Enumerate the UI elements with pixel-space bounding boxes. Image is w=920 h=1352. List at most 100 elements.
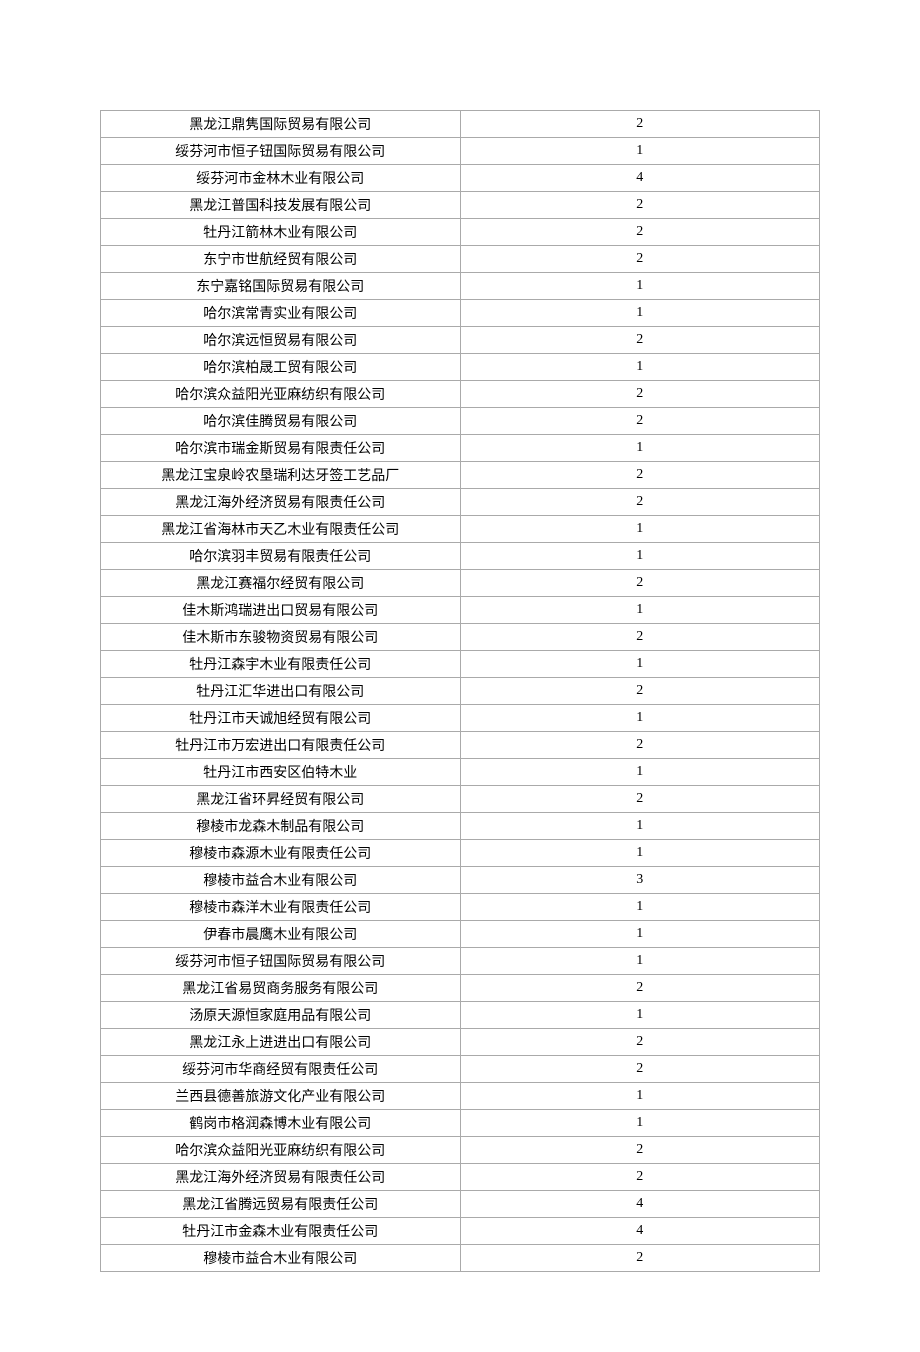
table-row: 穆棱市森源木业有限责任公司1 [101,840,820,867]
company-value-cell: 2 [460,732,820,759]
table-row: 哈尔滨市瑞金斯贸易有限责任公司1 [101,435,820,462]
company-value-cell: 2 [460,489,820,516]
table-row: 牡丹江森宇木业有限责任公司1 [101,651,820,678]
company-value-cell: 2 [460,1164,820,1191]
company-value-cell: 1 [460,921,820,948]
company-name-cell: 黑龙江普国科技发展有限公司 [101,192,461,219]
table-row: 黑龙江海外经济贸易有限责任公司2 [101,1164,820,1191]
company-value-cell: 1 [460,597,820,624]
company-name-cell: 牡丹江市天诚旭经贸有限公司 [101,705,461,732]
company-value-cell: 2 [460,678,820,705]
company-name-cell: 哈尔滨众益阳光亚麻纺织有限公司 [101,1137,461,1164]
company-name-cell: 牡丹江市西安区伯特木业 [101,759,461,786]
company-value-cell: 1 [460,705,820,732]
company-value-cell: 1 [460,948,820,975]
company-name-cell: 哈尔滨远恒贸易有限公司 [101,327,461,354]
table-row: 绥芬河市华商经贸有限责任公司2 [101,1056,820,1083]
company-name-cell: 东宁嘉铭国际贸易有限公司 [101,273,461,300]
company-value-cell: 1 [460,1110,820,1137]
table-row: 哈尔滨远恒贸易有限公司2 [101,327,820,354]
company-name-cell: 黑龙江赛福尔经贸有限公司 [101,570,461,597]
company-name-cell: 东宁市世航经贸有限公司 [101,246,461,273]
table-row: 黑龙江鼎隽国际贸易有限公司2 [101,111,820,138]
company-value-cell: 1 [460,273,820,300]
company-value-cell: 2 [460,1029,820,1056]
table-row: 绥芬河市恒子钮国际贸易有限公司1 [101,138,820,165]
company-table: 黑龙江鼎隽国际贸易有限公司2绥芬河市恒子钮国际贸易有限公司1绥芬河市金林木业有限… [100,110,820,1272]
company-value-cell: 1 [460,354,820,381]
company-table-container: 黑龙江鼎隽国际贸易有限公司2绥芬河市恒子钮国际贸易有限公司1绥芬河市金林木业有限… [100,110,820,1272]
company-name-cell: 黑龙江海外经济贸易有限责任公司 [101,489,461,516]
table-row: 穆棱市森洋木业有限责任公司1 [101,894,820,921]
company-name-cell: 穆棱市森洋木业有限责任公司 [101,894,461,921]
table-row: 兰西县德善旅游文化产业有限公司1 [101,1083,820,1110]
table-row: 哈尔滨常青实业有限公司1 [101,300,820,327]
company-value-cell: 1 [460,138,820,165]
table-row: 穆棱市益合木业有限公司3 [101,867,820,894]
table-row: 黑龙江省腾远贸易有限责任公司4 [101,1191,820,1218]
company-table-body: 黑龙江鼎隽国际贸易有限公司2绥芬河市恒子钮国际贸易有限公司1绥芬河市金林木业有限… [101,111,820,1272]
company-name-cell: 黑龙江海外经济贸易有限责任公司 [101,1164,461,1191]
company-name-cell: 绥芬河市金林木业有限公司 [101,165,461,192]
company-value-cell: 4 [460,1218,820,1245]
table-row: 哈尔滨众益阳光亚麻纺织有限公司2 [101,381,820,408]
company-value-cell: 1 [460,894,820,921]
company-value-cell: 2 [460,111,820,138]
company-name-cell: 哈尔滨羽丰贸易有限责任公司 [101,543,461,570]
company-value-cell: 1 [460,1083,820,1110]
company-name-cell: 绥芬河市华商经贸有限责任公司 [101,1056,461,1083]
table-row: 佳木斯鸿瑞进出口贸易有限公司1 [101,597,820,624]
company-name-cell: 黑龙江鼎隽国际贸易有限公司 [101,111,461,138]
company-name-cell: 牡丹江森宇木业有限责任公司 [101,651,461,678]
company-name-cell: 黑龙江省腾远贸易有限责任公司 [101,1191,461,1218]
table-row: 牡丹江箭林木业有限公司2 [101,219,820,246]
table-row: 黑龙江普国科技发展有限公司2 [101,192,820,219]
company-name-cell: 汤原天源恒家庭用品有限公司 [101,1002,461,1029]
company-value-cell: 2 [460,570,820,597]
table-row: 黑龙江省海林市天乙木业有限责任公司1 [101,516,820,543]
company-value-cell: 2 [460,975,820,1002]
company-value-cell: 2 [460,1056,820,1083]
company-name-cell: 黑龙江省海林市天乙木业有限责任公司 [101,516,461,543]
company-value-cell: 1 [460,813,820,840]
table-row: 穆棱市龙森木制品有限公司1 [101,813,820,840]
company-name-cell: 兰西县德善旅游文化产业有限公司 [101,1083,461,1110]
company-name-cell: 穆棱市龙森木制品有限公司 [101,813,461,840]
company-name-cell: 黑龙江宝泉岭农垦瑞利达牙签工艺品厂 [101,462,461,489]
table-row: 牡丹江市万宏进出口有限责任公司2 [101,732,820,759]
company-value-cell: 2 [460,462,820,489]
company-name-cell: 哈尔滨常青实业有限公司 [101,300,461,327]
company-name-cell: 牡丹江市万宏进出口有限责任公司 [101,732,461,759]
company-value-cell: 1 [460,759,820,786]
company-name-cell: 伊春市晨鹰木业有限公司 [101,921,461,948]
table-row: 绥芬河市恒子钮国际贸易有限公司1 [101,948,820,975]
table-row: 绥芬河市金林木业有限公司4 [101,165,820,192]
table-row: 黑龙江永上进进出口有限公司2 [101,1029,820,1056]
table-row: 伊春市晨鹰木业有限公司1 [101,921,820,948]
company-value-cell: 1 [460,651,820,678]
company-value-cell: 2 [460,381,820,408]
company-name-cell: 穆棱市森源木业有限责任公司 [101,840,461,867]
company-name-cell: 牡丹江箭林木业有限公司 [101,219,461,246]
table-row: 佳木斯市东骏物资贸易有限公司2 [101,624,820,651]
company-value-cell: 2 [460,1137,820,1164]
company-value-cell: 1 [460,840,820,867]
company-value-cell: 2 [460,246,820,273]
table-row: 哈尔滨柏晟工贸有限公司1 [101,354,820,381]
table-row: 哈尔滨众益阳光亚麻纺织有限公司2 [101,1137,820,1164]
table-row: 黑龙江赛福尔经贸有限公司2 [101,570,820,597]
table-row: 哈尔滨羽丰贸易有限责任公司1 [101,543,820,570]
table-row: 穆棱市益合木业有限公司2 [101,1245,820,1272]
table-row: 黑龙江海外经济贸易有限责任公司2 [101,489,820,516]
company-name-cell: 哈尔滨佳腾贸易有限公司 [101,408,461,435]
company-value-cell: 1 [460,516,820,543]
company-value-cell: 2 [460,219,820,246]
company-value-cell: 2 [460,408,820,435]
company-name-cell: 哈尔滨市瑞金斯贸易有限责任公司 [101,435,461,462]
company-value-cell: 1 [460,543,820,570]
company-value-cell: 1 [460,435,820,462]
company-name-cell: 绥芬河市恒子钮国际贸易有限公司 [101,138,461,165]
company-name-cell: 哈尔滨柏晟工贸有限公司 [101,354,461,381]
company-name-cell: 黑龙江省易贸商务服务有限公司 [101,975,461,1002]
table-row: 汤原天源恒家庭用品有限公司1 [101,1002,820,1029]
